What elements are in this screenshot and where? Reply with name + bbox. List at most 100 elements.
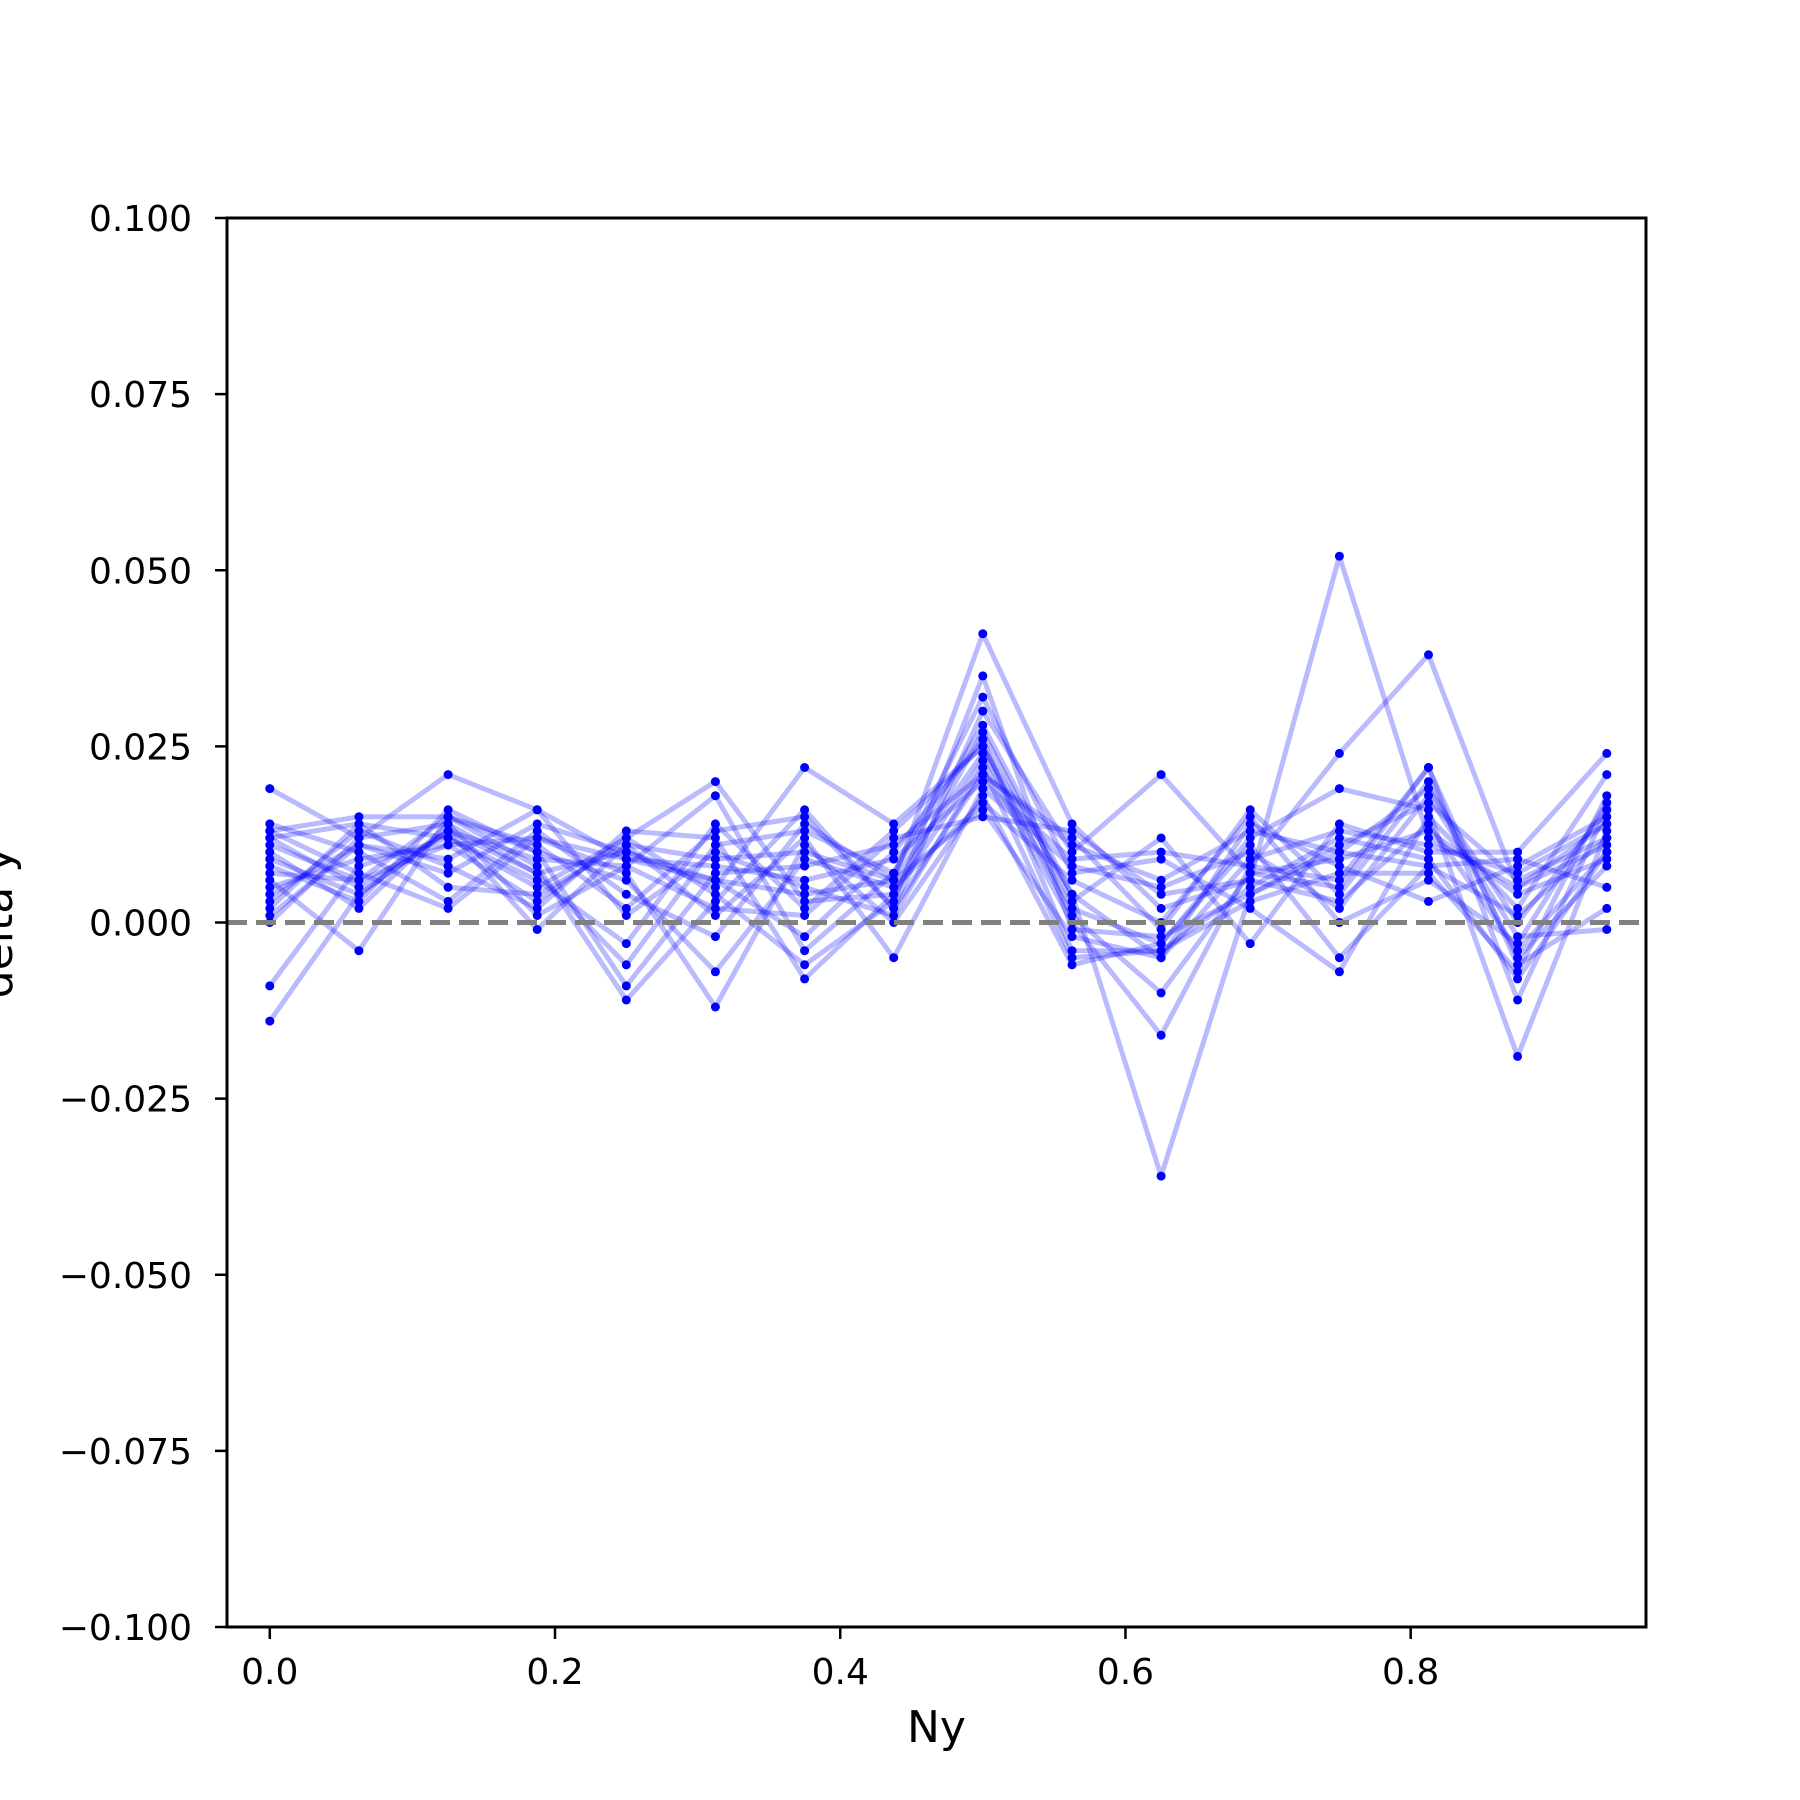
data-point: [443, 812, 453, 822]
data-point: [1156, 953, 1166, 963]
series-line: [268, 814, 1609, 954]
series-19-points: [265, 770, 1612, 927]
x-tick-label: 0.8: [1382, 1652, 1439, 1693]
data-point: [1334, 953, 1344, 963]
data-point: [1424, 784, 1433, 794]
data-point: [800, 847, 810, 857]
series-15-points: [265, 763, 1612, 970]
data-point: [978, 791, 988, 801]
series-line: [268, 729, 1609, 982]
data-point: [1424, 791, 1433, 801]
series-line: [268, 786, 1610, 1059]
data-point: [1513, 939, 1523, 949]
data-point: [1424, 763, 1433, 772]
data-point: [978, 784, 988, 794]
series-line: [267, 743, 1609, 1179]
data-point: [978, 812, 988, 822]
series-14-points: [265, 671, 1612, 970]
data-point: [710, 882, 720, 892]
data-point: [532, 861, 542, 871]
data-point: [1513, 974, 1523, 984]
series-18-points: [265, 748, 1612, 963]
series-20: [268, 736, 1610, 975]
data-point: [1513, 967, 1523, 977]
y-tick-label: −0.025: [59, 1080, 192, 1121]
data-point: [532, 896, 542, 906]
data-point: [1334, 967, 1344, 977]
data-point: [1334, 826, 1344, 836]
data-point: [710, 932, 720, 942]
data-point: [354, 854, 364, 864]
data-point: [800, 826, 810, 836]
data-point: [800, 812, 810, 822]
data-point: [532, 840, 542, 850]
data-point: [978, 756, 988, 765]
series-13: [268, 800, 1609, 975]
data-point: [800, 896, 810, 906]
data-point: [1334, 784, 1344, 794]
data-point: [354, 946, 364, 956]
data-point: [889, 889, 899, 899]
y-axis-label: delta y: [0, 847, 23, 998]
series-line: [268, 736, 1610, 975]
data-point: [889, 854, 899, 864]
series-line: [269, 772, 1609, 925]
data-point: [1067, 925, 1077, 934]
data-point: [1245, 896, 1255, 906]
data-point: [1245, 868, 1255, 878]
data-point: [354, 833, 364, 843]
data-point: [1245, 939, 1255, 949]
data-point: [1245, 826, 1255, 836]
data-point: [265, 861, 275, 871]
data-point: [1067, 819, 1077, 829]
data-point: [1245, 903, 1255, 913]
data-point: [710, 868, 720, 878]
data-point: [978, 671, 988, 681]
data-point: [443, 882, 453, 892]
data-point: [265, 911, 275, 920]
data-point: [800, 861, 810, 871]
data-point: [800, 960, 810, 970]
data-point: [1067, 868, 1077, 878]
data-point: [265, 819, 275, 829]
data-point: [889, 819, 899, 829]
data-point: [621, 854, 631, 864]
data-point: [265, 889, 275, 899]
series-6: [268, 729, 1609, 982]
data-point: [889, 903, 899, 913]
data-point: [889, 896, 899, 906]
data-point: [1334, 875, 1344, 885]
data-point: [800, 819, 810, 829]
data-point: [889, 833, 899, 843]
data-point: [1513, 875, 1523, 885]
data-point: [889, 868, 899, 878]
data-point: [978, 777, 988, 787]
data-point: [532, 819, 542, 829]
series-line: [268, 765, 1609, 982]
series-line: [268, 765, 1609, 968]
data-point: [1334, 833, 1344, 843]
data-point: [710, 840, 720, 850]
data-point: [1334, 903, 1344, 913]
series-line: [269, 807, 1609, 961]
data-point: [710, 826, 720, 836]
data-point: [800, 889, 810, 899]
series-line: [267, 652, 1608, 1038]
data-point: [1334, 840, 1344, 850]
data-point: [621, 995, 631, 1005]
data-point: [1602, 770, 1612, 780]
data-point: [978, 805, 988, 815]
data-point: [710, 861, 720, 871]
data-point: [1424, 819, 1433, 829]
data-point: [621, 889, 631, 899]
data-point: [1424, 861, 1433, 871]
data-point: [1156, 833, 1166, 843]
data-point: [265, 833, 275, 843]
data-point: [532, 925, 542, 934]
data-point: [800, 840, 810, 850]
data-point: [1513, 854, 1523, 864]
data-point: [889, 847, 899, 857]
data-point: [265, 868, 275, 878]
data-point: [354, 896, 364, 906]
data-point: [1245, 854, 1255, 864]
